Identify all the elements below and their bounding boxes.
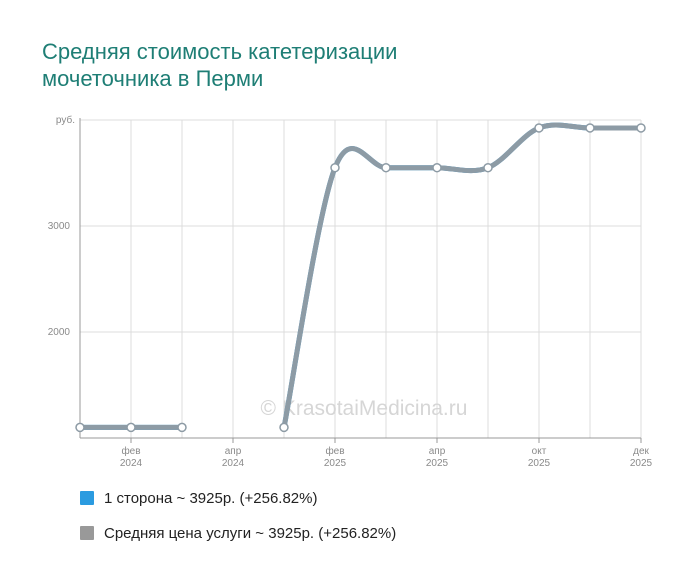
chart-title-line-2: мочеточника в Перми bbox=[42, 66, 264, 91]
data-point bbox=[177, 422, 187, 433]
x-tick-label-year: 2025 bbox=[528, 458, 551, 469]
data-point bbox=[381, 162, 391, 173]
x-tick-label-month: фев bbox=[325, 445, 344, 457]
y-unit-label: руб. bbox=[56, 114, 75, 126]
legend: 1 сторона ~ 3925р. (+256.82%) Средняя це… bbox=[80, 488, 396, 558]
data-point bbox=[483, 162, 493, 173]
x-tick-label-year: 2025 bbox=[324, 458, 347, 469]
data-point bbox=[432, 162, 442, 173]
watermark: © KrasotaiMedicina.ru bbox=[261, 397, 468, 420]
legend-swatch-blue bbox=[80, 491, 94, 505]
x-tick-label-year: 2025 bbox=[426, 458, 449, 469]
legend-label-1-side: 1 сторона ~ 3925р. (+256.82%) bbox=[104, 489, 318, 507]
data-point bbox=[126, 422, 136, 433]
data-point bbox=[75, 422, 85, 433]
legend-label-average: Средняя цена услуги ~ 3925р. (+256.82%) bbox=[104, 524, 397, 542]
data-point bbox=[585, 123, 595, 133]
x-tick-label-year: 2024 bbox=[222, 458, 245, 469]
legend-swatch-gray bbox=[80, 526, 94, 540]
price-line-chart: руб.20003000фев2024апр2024фев2025апр2025… bbox=[48, 114, 653, 469]
x-tick-label-month: апр bbox=[429, 446, 446, 457]
x-tick-label-month: дек bbox=[633, 446, 649, 457]
chart-title-line-1: Средняя стоимость катетеризации bbox=[42, 39, 398, 64]
x-tick-label-month: окт bbox=[532, 446, 547, 457]
y-tick-label: 3000 bbox=[48, 221, 71, 232]
x-tick-label-year: 2024 bbox=[120, 458, 143, 469]
data-point bbox=[330, 162, 340, 173]
x-tick-label-year: 2025 bbox=[630, 458, 653, 469]
data-point bbox=[279, 422, 289, 433]
data-point bbox=[636, 123, 646, 133]
chart-title: Средняя стоимость катетеризации мочеточн… bbox=[42, 38, 642, 92]
x-tick-label-month: апр bbox=[225, 446, 242, 457]
legend-item-1-side[interactable]: 1 сторона ~ 3925р. (+256.82%) bbox=[80, 488, 396, 508]
x-tick-label-month: фев bbox=[121, 445, 140, 457]
legend-item-average[interactable]: Средняя цена услуги ~ 3925р. (+256.82%) bbox=[80, 523, 396, 543]
data-point bbox=[534, 123, 544, 133]
y-tick-label: 2000 bbox=[48, 327, 71, 338]
